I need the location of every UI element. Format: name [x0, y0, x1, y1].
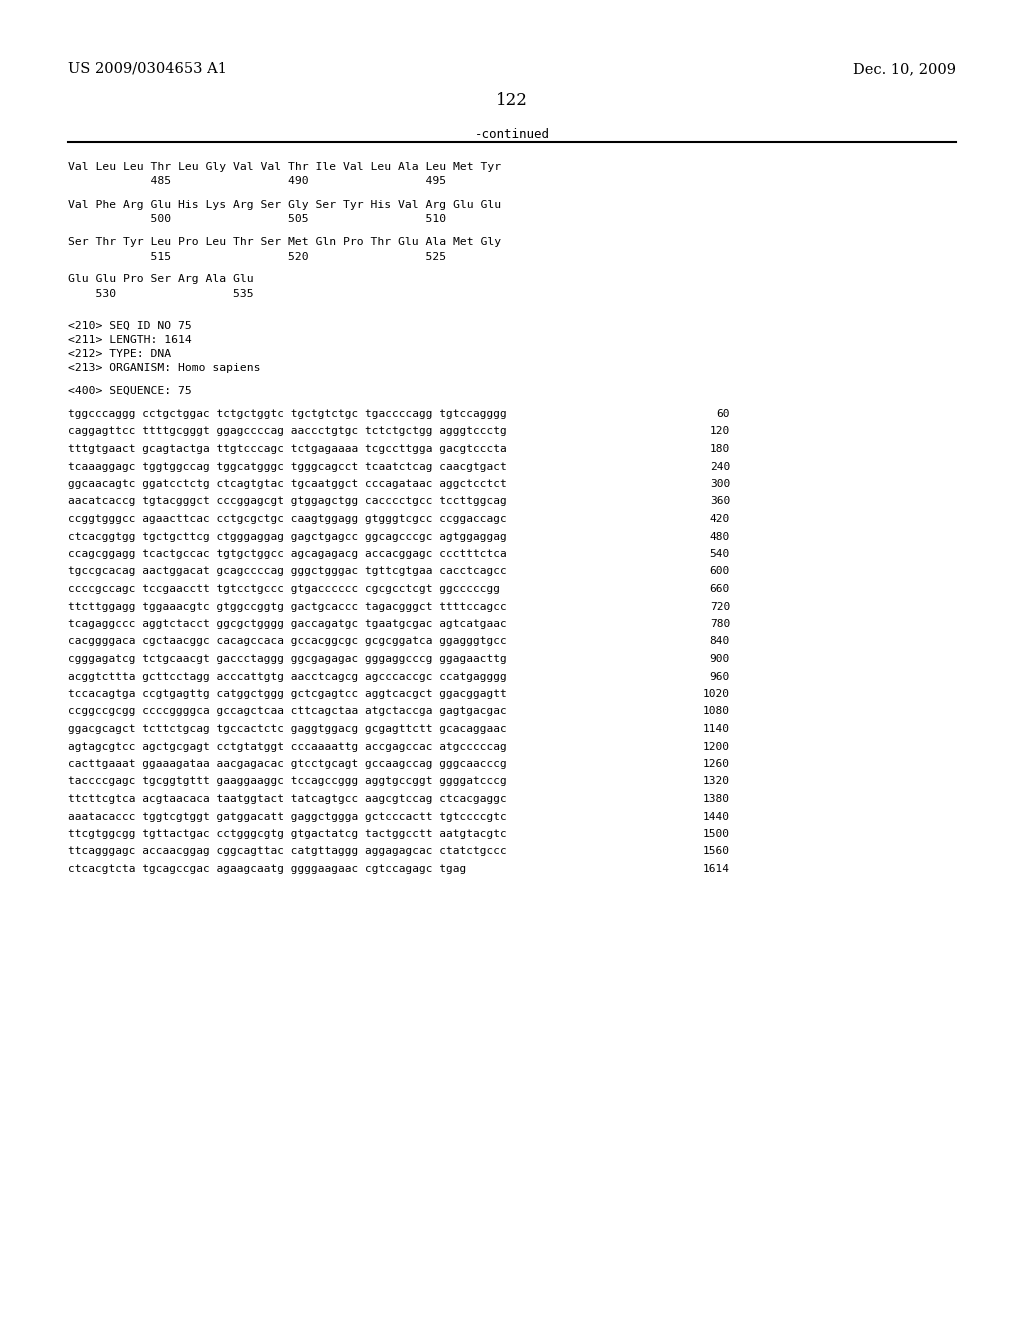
- Text: 600: 600: [710, 566, 730, 577]
- Text: 420: 420: [710, 513, 730, 524]
- Text: 500                 505                 510: 500 505 510: [68, 214, 446, 224]
- Text: -continued: -continued: [474, 128, 550, 141]
- Text: 1380: 1380: [703, 795, 730, 804]
- Text: 1020: 1020: [703, 689, 730, 700]
- Text: 480: 480: [710, 532, 730, 541]
- Text: US 2009/0304653 A1: US 2009/0304653 A1: [68, 62, 227, 77]
- Text: 360: 360: [710, 496, 730, 507]
- Text: ctcacggtgg tgctgcttcg ctgggaggag gagctgagcc ggcagcccgc agtggaggag: ctcacggtgg tgctgcttcg ctgggaggag gagctga…: [68, 532, 507, 541]
- Text: 1080: 1080: [703, 706, 730, 717]
- Text: tttgtgaact gcagtactga ttgtcccagc tctgagaaaa tcgccttgga gacgtcccta: tttgtgaact gcagtactga ttgtcccagc tctgaga…: [68, 444, 507, 454]
- Text: Val Phe Arg Glu His Lys Arg Ser Gly Ser Tyr His Val Arg Glu Glu: Val Phe Arg Glu His Lys Arg Ser Gly Ser …: [68, 199, 501, 210]
- Text: tgccgcacag aactggacat gcagccccag gggctgggac tgttcgtgaa cacctcagcc: tgccgcacag aactggacat gcagccccag gggctgg…: [68, 566, 507, 577]
- Text: 1500: 1500: [703, 829, 730, 840]
- Text: ttcttggagg tggaaacgtc gtggccggtg gactgcaccc tagacgggct ttttccagcc: ttcttggagg tggaaacgtc gtggccggtg gactgca…: [68, 602, 507, 611]
- Text: caggagttcc ttttgcgggt ggagccccag aaccctgtgc tctctgctgg agggtccctg: caggagttcc ttttgcgggt ggagccccag aaccctg…: [68, 426, 507, 437]
- Text: Glu Glu Pro Ser Arg Ala Glu: Glu Glu Pro Ser Arg Ala Glu: [68, 275, 254, 285]
- Text: 900: 900: [710, 653, 730, 664]
- Text: 60: 60: [717, 409, 730, 418]
- Text: aacatcaccg tgtacgggct cccggagcgt gtggagctgg cacccctgcc tccttggcag: aacatcaccg tgtacgggct cccggagcgt gtggagc…: [68, 496, 507, 507]
- Text: ggcaacagtc ggatcctctg ctcagtgtac tgcaatggct cccagataac aggctcctct: ggcaacagtc ggatcctctg ctcagtgtac tgcaatg…: [68, 479, 507, 488]
- Text: 530                 535: 530 535: [68, 289, 254, 300]
- Text: <213> ORGANISM: Homo sapiens: <213> ORGANISM: Homo sapiens: [68, 363, 260, 374]
- Text: 660: 660: [710, 583, 730, 594]
- Text: cacttgaaat ggaaagataa aacgagacac gtcctgcagt gccaagccag gggcaacccg: cacttgaaat ggaaagataa aacgagacac gtcctgc…: [68, 759, 507, 770]
- Text: ttcgtggcgg tgttactgac cctgggcgtg gtgactatcg tactggcctt aatgtacgtc: ttcgtggcgg tgttactgac cctgggcgtg gtgacta…: [68, 829, 507, 840]
- Text: 240: 240: [710, 462, 730, 471]
- Text: tggcccaggg cctgctggac tctgctggtc tgctgtctgc tgaccccagg tgtccagggg: tggcccaggg cctgctggac tctgctggtc tgctgtc…: [68, 409, 507, 418]
- Text: 1260: 1260: [703, 759, 730, 770]
- Text: ggacgcagct tcttctgcag tgccactctc gaggtggacg gcgagttctt gcacaggaac: ggacgcagct tcttctgcag tgccactctc gaggtgg…: [68, 723, 507, 734]
- Text: <400> SEQUENCE: 75: <400> SEQUENCE: 75: [68, 385, 191, 396]
- Text: 122: 122: [496, 92, 528, 110]
- Text: 1440: 1440: [703, 812, 730, 821]
- Text: ccccgccagc tccgaacctt tgtcctgccc gtgacccccc cgcgcctcgt ggcccccgg: ccccgccagc tccgaacctt tgtcctgccc gtgaccc…: [68, 583, 500, 594]
- Text: 1560: 1560: [703, 846, 730, 857]
- Text: <210> SEQ ID NO 75: <210> SEQ ID NO 75: [68, 321, 191, 331]
- Text: 1140: 1140: [703, 723, 730, 734]
- Text: ccggtgggcc agaacttcac cctgcgctgc caagtggagg gtgggtcgcc ccggaccagc: ccggtgggcc agaacttcac cctgcgctgc caagtgg…: [68, 513, 507, 524]
- Text: 1320: 1320: [703, 776, 730, 787]
- Text: ccagcggagg tcactgccac tgtgctggcc agcagagacg accacggagc ccctttctca: ccagcggagg tcactgccac tgtgctggcc agcagag…: [68, 549, 507, 558]
- Text: 120: 120: [710, 426, 730, 437]
- Text: 300: 300: [710, 479, 730, 488]
- Text: ttcttcgtca acgtaacaca taatggtact tatcagtgcc aagcgtccag ctcacgaggc: ttcttcgtca acgtaacaca taatggtact tatcagt…: [68, 795, 507, 804]
- Text: acggtcttta gcttcctagg acccattgtg aacctcagcg agcccaccgc ccatgagggg: acggtcttta gcttcctagg acccattgtg aacctca…: [68, 672, 507, 681]
- Text: Ser Thr Tyr Leu Pro Leu Thr Ser Met Gln Pro Thr Glu Ala Met Gly: Ser Thr Tyr Leu Pro Leu Thr Ser Met Gln …: [68, 238, 501, 247]
- Text: 840: 840: [710, 636, 730, 647]
- Text: cgggagatcg tctgcaacgt gaccctaggg ggcgagagac gggaggcccg ggagaacttg: cgggagatcg tctgcaacgt gaccctaggg ggcgaga…: [68, 653, 507, 664]
- Text: 960: 960: [710, 672, 730, 681]
- Text: <212> TYPE: DNA: <212> TYPE: DNA: [68, 348, 171, 359]
- Text: 1200: 1200: [703, 742, 730, 751]
- Text: 515                 520                 525: 515 520 525: [68, 252, 446, 261]
- Text: ctcacgtcta tgcagccgac agaagcaatg ggggaagaac cgtccagagc tgag: ctcacgtcta tgcagccgac agaagcaatg ggggaag…: [68, 865, 466, 874]
- Text: <211> LENGTH: 1614: <211> LENGTH: 1614: [68, 335, 191, 345]
- Text: aaatacaccc tggtcgtggt gatggacatt gaggctggga gctcccactt tgtccccgtc: aaatacaccc tggtcgtggt gatggacatt gaggctg…: [68, 812, 507, 821]
- Text: agtagcgtcc agctgcgagt cctgtatggt cccaaaattg accgagccac atgcccccag: agtagcgtcc agctgcgagt cctgtatggt cccaaaa…: [68, 742, 507, 751]
- Text: tcagaggccc aggtctacct ggcgctgggg gaccagatgc tgaatgcgac agtcatgaac: tcagaggccc aggtctacct ggcgctgggg gaccaga…: [68, 619, 507, 630]
- Text: cacggggaca cgctaacggc cacagccaca gccacggcgc gcgcggatca ggagggtgcc: cacggggaca cgctaacggc cacagccaca gccacgg…: [68, 636, 507, 647]
- Text: 540: 540: [710, 549, 730, 558]
- Text: 180: 180: [710, 444, 730, 454]
- Text: 720: 720: [710, 602, 730, 611]
- Text: ttcagggagc accaacggag cggcagttac catgttaggg aggagagcac ctatctgccc: ttcagggagc accaacggag cggcagttac catgtta…: [68, 846, 507, 857]
- Text: Val Leu Leu Thr Leu Gly Val Val Thr Ile Val Leu Ala Leu Met Tyr: Val Leu Leu Thr Leu Gly Val Val Thr Ile …: [68, 162, 501, 172]
- Text: tccacagtga ccgtgagttg catggctggg gctcgagtcc aggtcacgct ggacggagtt: tccacagtga ccgtgagttg catggctggg gctcgag…: [68, 689, 507, 700]
- Text: ccggccgcgg ccccggggca gccagctcaa cttcagctaa atgctaccga gagtgacgac: ccggccgcgg ccccggggca gccagctcaa cttcagc…: [68, 706, 507, 717]
- Text: 780: 780: [710, 619, 730, 630]
- Text: tcaaaggagc tggtggccag tggcatgggc tgggcagcct tcaatctcag caacgtgact: tcaaaggagc tggtggccag tggcatgggc tgggcag…: [68, 462, 507, 471]
- Text: 485                 490                 495: 485 490 495: [68, 177, 446, 186]
- Text: 1614: 1614: [703, 865, 730, 874]
- Text: taccccgagc tgcggtgttt gaaggaaggc tccagccggg aggtgccggt ggggatcccg: taccccgagc tgcggtgttt gaaggaaggc tccagcc…: [68, 776, 507, 787]
- Text: Dec. 10, 2009: Dec. 10, 2009: [853, 62, 956, 77]
